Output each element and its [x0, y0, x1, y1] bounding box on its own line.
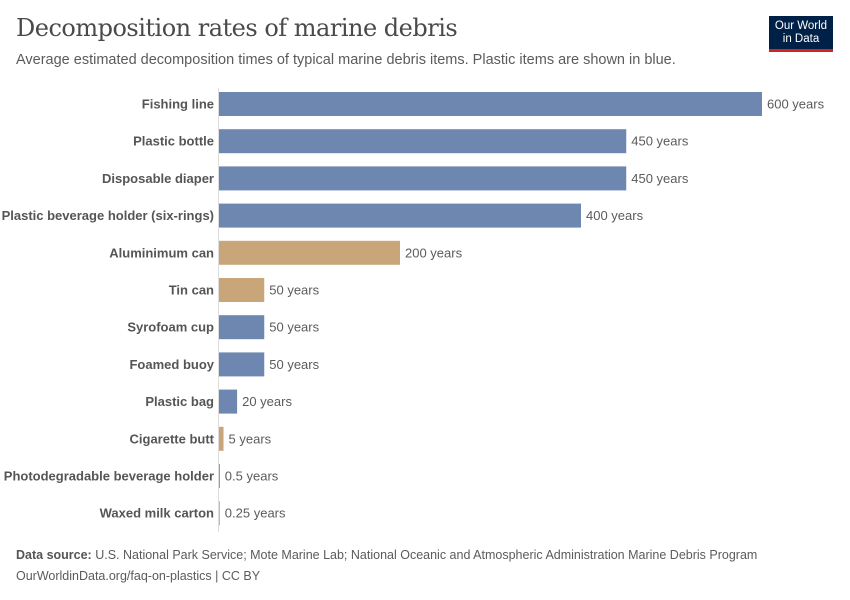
bar[interactable] — [219, 129, 627, 154]
category-label: Cigarette butt — [130, 431, 215, 446]
data-label: 50 years — [269, 320, 319, 335]
chart-title: Decomposition rates of marine debris — [16, 14, 458, 42]
data-label: 0.5 years — [225, 469, 279, 484]
bar[interactable] — [219, 389, 238, 414]
bar[interactable] — [219, 166, 627, 191]
bar[interactable] — [219, 278, 265, 302]
data-label: 450 years — [631, 171, 689, 186]
bar-chart: Fishing line 600 years Plastic bottle 450 y… — [2, 88, 825, 532]
category-label: Tin can — [169, 283, 214, 298]
category-label: Photodegradable beverage holder — [4, 469, 214, 484]
data-label: 400 years — [586, 208, 644, 223]
bar[interactable] — [219, 426, 224, 451]
data-label: 50 years — [269, 283, 319, 298]
category-label: Disposable diaper — [102, 171, 214, 186]
bar[interactable] — [219, 315, 265, 340]
category-label: Plastic bottle — [133, 134, 214, 149]
bar[interactable] — [219, 464, 220, 488]
data-label: 450 years — [631, 134, 689, 149]
logo-text: Our World in Data — [774, 20, 828, 45]
category-label: Syrofoam cup — [127, 320, 214, 335]
bar[interactable] — [219, 501, 220, 526]
chart-subtitle: Average estimated decomposition times of… — [16, 52, 676, 68]
bar[interactable] — [219, 92, 762, 116]
category-label: Waxed milk carton — [100, 506, 214, 521]
bar[interactable] — [219, 240, 400, 265]
source-label: Data source: — [16, 548, 92, 562]
category-label: Plastic beverage holder (six-rings) — [2, 208, 214, 223]
source-text: U.S. National Park Service; Mote Marine … — [95, 548, 758, 562]
category-label: Foamed buoy — [129, 357, 214, 372]
data-label: 20 years — [242, 394, 292, 409]
data-label: 0.25 years — [225, 506, 286, 521]
bar[interactable] — [219, 352, 265, 377]
owid-logo[interactable]: Our World in Data — [769, 16, 833, 52]
category-label: Fishing line — [142, 97, 214, 112]
data-label: 200 years — [405, 245, 463, 260]
data-label: 600 years — [767, 97, 825, 112]
data-label: 5 years — [229, 431, 272, 446]
category-label: Plastic bag — [145, 394, 214, 409]
source-url[interactable]: OurWorldinData.org/faq-on-plastics | CC … — [16, 569, 261, 583]
bar[interactable] — [219, 203, 581, 228]
category-label: Aluminimum can — [109, 245, 214, 260]
data-source: Data source: U.S. National Park Service;… — [16, 548, 757, 562]
data-label: 50 years — [269, 357, 319, 372]
